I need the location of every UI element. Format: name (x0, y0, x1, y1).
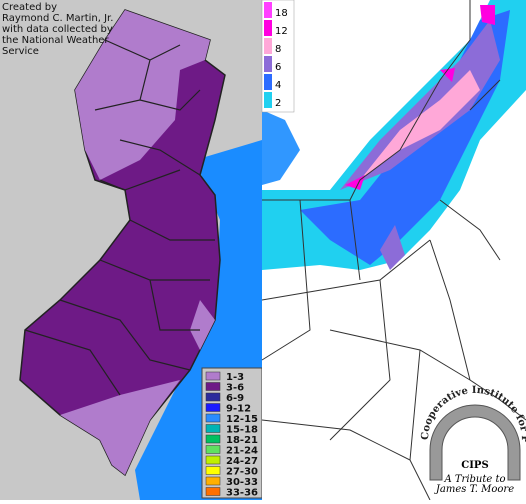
boundaries (261, 0, 526, 501)
county-lines (24, 39, 215, 396)
legend-swatch (264, 2, 272, 18)
legend-label: 12 (275, 26, 288, 37)
region-light (190, 300, 215, 350)
legend: 1-33-66-99-1212-1515-1818-2121-2424-2727… (205, 371, 258, 499)
legend-label: 18 (275, 8, 288, 19)
legend-label: 27-30 (226, 467, 258, 478)
legend-swatch (264, 74, 272, 90)
legend-label: 12-15 (226, 414, 258, 425)
legend-label: 9-12 (226, 404, 251, 415)
legend-label: 4 (275, 80, 281, 91)
precip-6 (380, 225, 405, 270)
legend: 18 12 8 6 4 2 (261, 0, 295, 113)
legend-label: 24-27 (226, 456, 258, 467)
region-light (60, 380, 180, 475)
legend-swatch (264, 92, 272, 108)
legend-label: 1-3 (226, 372, 244, 383)
legend-swatch (205, 466, 221, 475)
logo-name: CIPS (461, 460, 488, 471)
legend-label: 6-9 (226, 393, 244, 404)
credit-line: Raymond C. Martin, Jr. (2, 13, 113, 24)
legend-swatch (205, 413, 221, 423)
legend-swatch (205, 424, 221, 433)
legend-label: 33-36 (226, 488, 258, 499)
legend-label: 2 (275, 98, 281, 109)
legend-swatch (205, 487, 221, 496)
legend-label: 21-24 (226, 446, 258, 457)
legend-label: 18-21 (226, 435, 258, 446)
logo-arch (429, 404, 521, 481)
precip-6 (340, 20, 500, 190)
legend-swatch (205, 403, 221, 412)
legend-swatch (205, 455, 221, 465)
credit-line: the National Weather (2, 35, 109, 46)
legend-label: 6 (275, 62, 281, 73)
legend-swatch (205, 445, 221, 454)
logo-tribute: A Tribute to (443, 474, 505, 485)
legend-swatch (205, 434, 221, 444)
credit-line: Created by (2, 2, 57, 13)
legend-swatch (264, 20, 272, 36)
legend-label: 30-33 (226, 477, 258, 488)
legend-swatch (264, 56, 272, 72)
legend-label: 3-6 (226, 383, 244, 394)
legend-label: 8 (275, 44, 281, 55)
logo-tribute: James T. Moore (434, 484, 514, 495)
legend-swatch (205, 382, 221, 391)
legend-swatch (205, 476, 221, 486)
lake (262, 110, 300, 185)
legend-label: 15-18 (226, 425, 258, 436)
legend-swatch (205, 371, 221, 381)
legend-swatch (205, 392, 221, 402)
credit-line: Service (2, 46, 39, 57)
legend-swatch (264, 38, 272, 54)
region-light (75, 10, 210, 180)
credit-line: with data collected by (2, 24, 113, 35)
precip-8 (360, 70, 480, 180)
